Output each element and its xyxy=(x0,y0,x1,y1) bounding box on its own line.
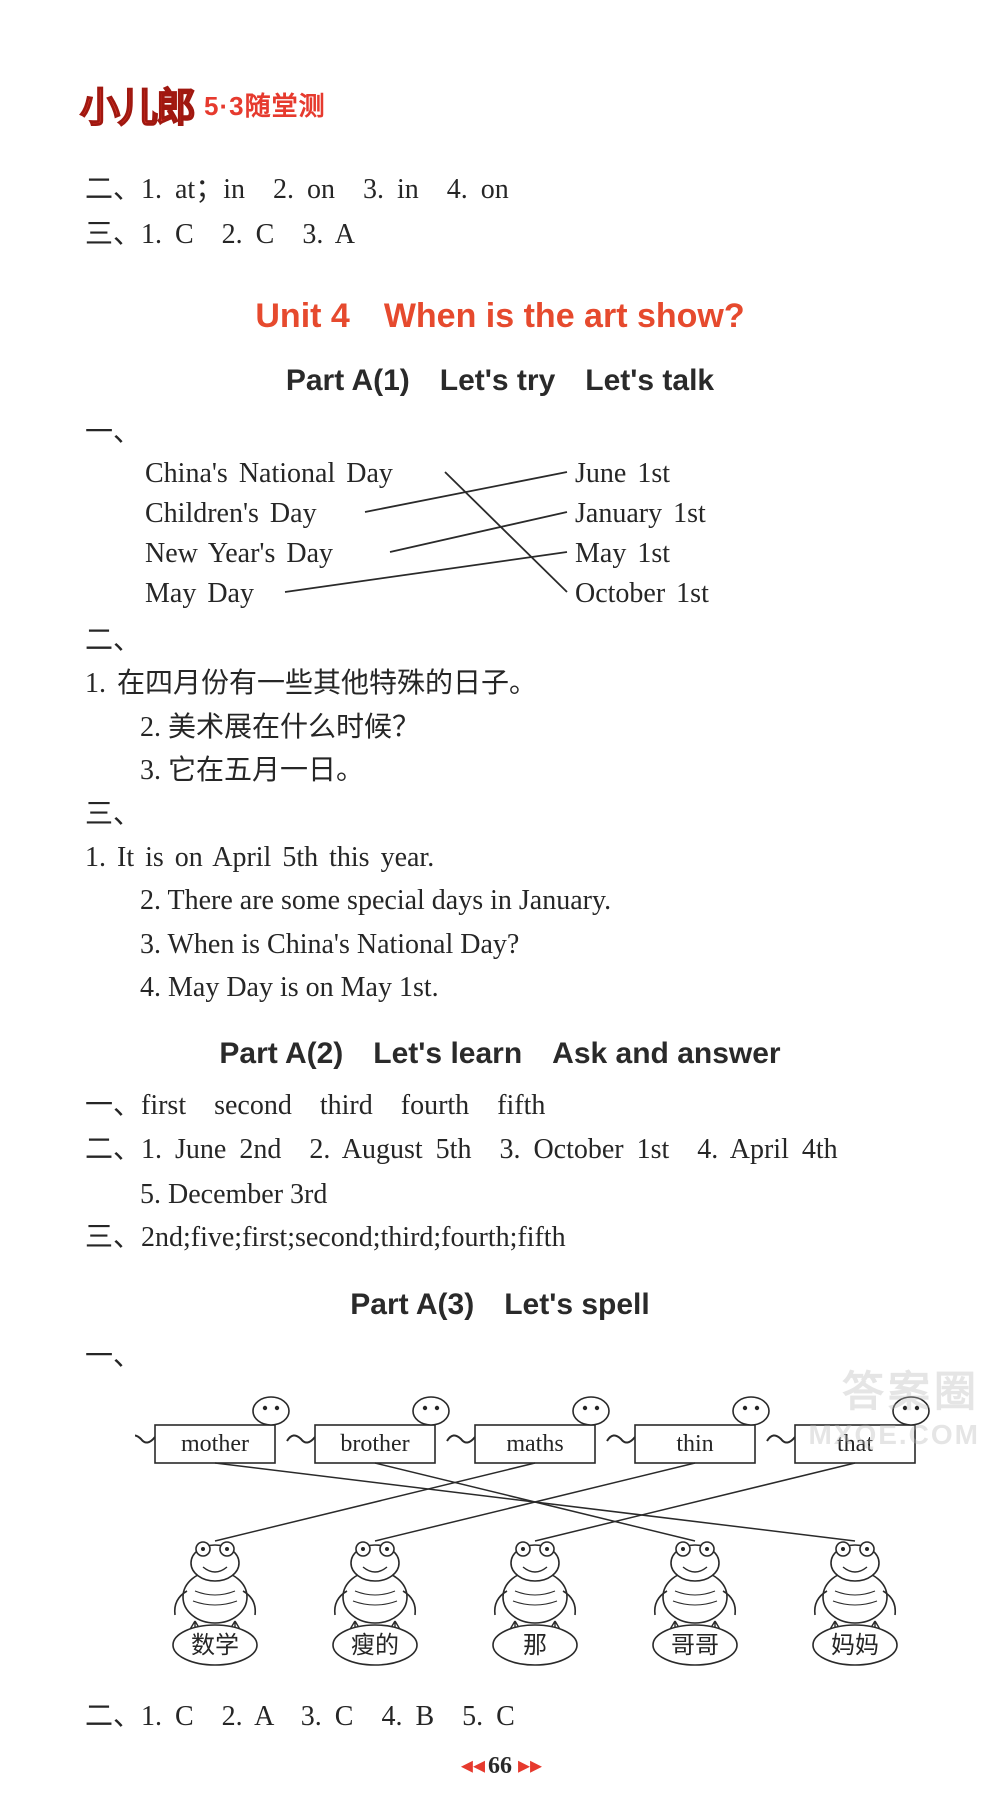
part-a3-ex2: 二、1. C 2. A 3. C 4. B 5. C xyxy=(85,1695,920,1740)
part-a2-ex3: 三、2nd;five;first;second;third;fourth;fif… xyxy=(85,1216,920,1261)
svg-text:thin: thin xyxy=(676,1431,713,1457)
ex-label: 二、 xyxy=(85,619,133,662)
matching-diagram: China's National DayChildren's DayNew Ye… xyxy=(145,454,915,619)
match-left-item: May Day xyxy=(145,574,254,614)
part-a2-ex1: 一、first second third fourth fifth xyxy=(85,1084,920,1129)
match-right-item: October 1st xyxy=(575,574,709,614)
ex-label: 一、 xyxy=(85,411,133,454)
watermark-text: 答案圈 xyxy=(842,1358,980,1419)
match-left-item: Children's Day xyxy=(145,494,317,534)
part-a1-ex2: 二、 1. 在四月份有一些其他特殊的日子。 xyxy=(85,619,920,706)
answer-line-3: 三、1. C 2. C 3. A xyxy=(85,213,920,258)
answer-line-2: 二、1. at；in 2. on 3. in 4. on xyxy=(85,168,920,213)
svg-text:maths: maths xyxy=(506,1431,563,1457)
ex-label: 三、 xyxy=(85,793,133,836)
svg-text:brother: brother xyxy=(340,1431,409,1457)
ex-item: 2. 美术展在什么时候？ xyxy=(140,706,920,749)
part-a2-title: Part A(2) Let's learn Ask and answer xyxy=(80,1028,920,1072)
part-a1-title: Part A(1) Let's try Let's talk xyxy=(80,355,920,399)
part-a3-ex1: 一、 xyxy=(85,1335,920,1378)
svg-text:瘦的: 瘦的 xyxy=(351,1632,399,1659)
ex-item: 1. 在四月份有一些其他特殊的日子。 xyxy=(85,662,865,705)
part-a3-title: Part A(3) Let's spell xyxy=(80,1279,920,1323)
ex-item: 4. May Day is on May 1st. xyxy=(140,966,920,1009)
arrow-right-icon: ▸ ▸ xyxy=(518,1753,539,1779)
page-root: 小儿郎 5·3随堂测 二、1. at；in 2. on 3. in 4. on … xyxy=(0,0,1000,1810)
ex-item: 3. When is China's National Day? xyxy=(140,923,920,966)
ex-item: 1. It is on April 5th this year. xyxy=(85,836,865,879)
match-left-item: China's National Day xyxy=(145,454,393,494)
page-number: 66 xyxy=(488,1753,512,1779)
ex-item: 2. There are some special days in Januar… xyxy=(140,879,920,922)
match-right-item: May 1st xyxy=(575,534,670,574)
ex-item: 3. 它在五月一日。 xyxy=(140,749,920,792)
svg-text:哥哥: 哥哥 xyxy=(671,1633,719,1659)
part-a2-ex2-l1: 二、1. June 2nd 2. August 5th 3. October 1… xyxy=(85,1128,920,1173)
page-header: 小儿郎 5·3随堂测 xyxy=(80,75,920,133)
match-left-item: New Year's Day xyxy=(145,534,333,574)
svg-text:数学: 数学 xyxy=(191,1632,239,1659)
part-a1-ex1: 一、 China's National DayChildren's DayNew… xyxy=(85,411,920,619)
arrow-left-icon: ◂ ◂ xyxy=(461,1753,482,1779)
logo-text: 小儿郎 xyxy=(80,75,194,133)
part-a1-ex3: 三、 1. It is on April 5th this year. xyxy=(85,793,920,880)
part-a2-ex2-l2: 5. December 3rd xyxy=(140,1173,920,1216)
svg-text:妈妈: 妈妈 xyxy=(831,1632,879,1659)
ex-label: 一、 xyxy=(85,1335,133,1378)
header-subtitle: 5·3随堂测 xyxy=(204,86,326,123)
match-right-item: June 1st xyxy=(575,454,670,494)
unit-title: Unit 4 When is the art show? xyxy=(80,288,920,337)
page-footer: ◂ ◂ 66 ▸ ▸ xyxy=(80,1751,920,1780)
match-right-item: January 1st xyxy=(575,494,706,534)
svg-text:那: 那 xyxy=(523,1633,547,1659)
svg-text:mother: mother xyxy=(181,1431,249,1457)
watermark-url: MXQE.COM xyxy=(808,1419,980,1451)
worm-frog-diagram: motherbrothermathsthinthat数学瘦的那哥哥妈妈 xyxy=(135,1385,920,1695)
